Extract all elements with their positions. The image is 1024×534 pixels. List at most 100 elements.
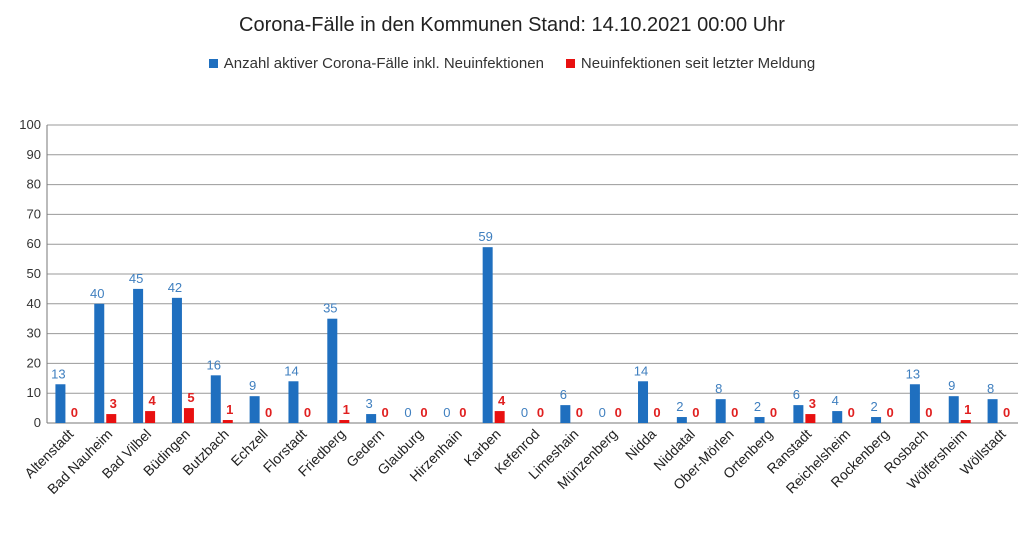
bar-new xyxy=(106,414,117,423)
bar-active xyxy=(288,381,299,423)
data-label-active: 45 xyxy=(129,271,143,286)
bar-active xyxy=(94,303,105,423)
data-label-active: 4 xyxy=(832,393,839,408)
y-tick-label: 40 xyxy=(27,296,41,311)
data-label-new: 0 xyxy=(848,405,855,420)
data-label-active: 2 xyxy=(676,399,683,414)
bar-new xyxy=(960,420,971,423)
data-label-active: 8 xyxy=(987,381,994,396)
y-tick-label: 70 xyxy=(27,206,41,221)
y-tick-label: 100 xyxy=(19,117,41,132)
data-label-new: 0 xyxy=(653,405,660,420)
data-label-active: 0 xyxy=(521,405,528,420)
data-label-new: 0 xyxy=(71,405,78,420)
y-tick-label: 80 xyxy=(27,177,41,192)
legend-item-active: Anzahl aktiver Corona-Fälle inkl. Neuinf… xyxy=(208,55,544,72)
data-label-new: 3 xyxy=(110,396,117,411)
bar-new xyxy=(183,408,194,423)
data-label-new: 1 xyxy=(964,402,971,417)
y-tick-label: 60 xyxy=(27,236,41,251)
data-label-new: 0 xyxy=(731,405,738,420)
data-label-active: 2 xyxy=(754,399,761,414)
data-label-active: 13 xyxy=(51,366,65,381)
bar-active xyxy=(560,405,571,423)
bar-active xyxy=(133,288,144,423)
bar-new xyxy=(222,420,233,423)
data-label-new: 3 xyxy=(809,396,816,411)
legend-item-new: Neuinfektionen seit letzter Meldung xyxy=(565,55,816,72)
data-label-active: 40 xyxy=(90,286,104,301)
bar-active xyxy=(987,399,998,423)
data-label-active: 9 xyxy=(948,378,955,393)
bar-active xyxy=(715,399,726,423)
legend-swatch-new xyxy=(565,59,575,68)
data-label-new: 0 xyxy=(304,405,311,420)
y-tick-label: 50 xyxy=(27,266,41,281)
bar-active xyxy=(171,297,182,423)
data-label-new: 4 xyxy=(498,393,506,408)
data-label-new: 4 xyxy=(148,393,156,408)
bar-active xyxy=(249,396,260,423)
data-label-active: 9 xyxy=(249,378,256,393)
data-label-new: 0 xyxy=(420,405,427,420)
bar-new xyxy=(145,411,156,423)
data-label-new: 0 xyxy=(459,405,466,420)
data-label-new: 0 xyxy=(382,405,389,420)
data-label-active: 14 xyxy=(284,363,298,378)
bar-active xyxy=(482,247,493,423)
data-label-new: 0 xyxy=(1003,405,1010,420)
data-label-new: 5 xyxy=(187,390,194,405)
y-tick-label: 20 xyxy=(27,355,41,370)
data-label-active: 59 xyxy=(478,229,492,244)
data-label-new: 0 xyxy=(615,405,622,420)
x-tick-label: Nidda xyxy=(622,426,659,463)
data-label-new: 1 xyxy=(226,402,233,417)
y-tick-label: 0 xyxy=(34,415,41,430)
bar-active xyxy=(366,414,377,423)
data-label-new: 0 xyxy=(537,405,544,420)
legend-swatch-active xyxy=(208,59,218,68)
data-label-active: 0 xyxy=(404,405,411,420)
bar-active xyxy=(832,411,843,423)
y-tick-label: 10 xyxy=(27,385,41,400)
data-label-new: 0 xyxy=(925,405,932,420)
data-label-active: 16 xyxy=(207,357,221,372)
legend: Anzahl aktiver Corona-Fälle inkl. Neuinf… xyxy=(0,55,1024,72)
data-label-active: 0 xyxy=(443,405,450,420)
bar-new xyxy=(494,411,505,423)
bar-active xyxy=(55,384,66,423)
data-label-new: 0 xyxy=(770,405,777,420)
bar-active xyxy=(676,417,687,423)
data-label-active: 3 xyxy=(366,396,373,411)
bar-active xyxy=(793,405,804,423)
data-label-new: 1 xyxy=(343,402,350,417)
bar-active xyxy=(909,384,920,423)
bar-active xyxy=(327,318,338,423)
data-label-active: 0 xyxy=(599,405,606,420)
data-label-active: 6 xyxy=(793,387,800,402)
data-label-new: 0 xyxy=(886,405,893,420)
bar-active xyxy=(948,396,959,423)
data-label-active: 35 xyxy=(323,301,337,316)
chart-title: Corona-Fälle in den Kommunen Stand: 14.1… xyxy=(239,14,785,36)
bar-active xyxy=(210,375,221,423)
data-label-active: 42 xyxy=(168,280,182,295)
bar-active xyxy=(871,417,882,423)
data-label-new: 0 xyxy=(265,405,272,420)
bar-new xyxy=(339,420,350,423)
data-label-active: 8 xyxy=(715,381,722,396)
data-label-active: 14 xyxy=(634,363,648,378)
data-label-active: 13 xyxy=(906,366,920,381)
y-tick-label: 90 xyxy=(27,147,41,162)
y-tick-label: 30 xyxy=(27,326,41,341)
data-label-active: 6 xyxy=(560,387,567,402)
data-label-active: 2 xyxy=(870,399,877,414)
bar-active xyxy=(754,417,765,423)
data-label-new: 0 xyxy=(576,405,583,420)
legend-label-new: Neuinfektionen seit letzter Meldung xyxy=(580,55,816,72)
data-label-new: 0 xyxy=(692,405,699,420)
bar-active xyxy=(638,381,649,423)
legend-label-active: Anzahl aktiver Corona-Fälle inkl. Neuinf… xyxy=(223,55,544,72)
